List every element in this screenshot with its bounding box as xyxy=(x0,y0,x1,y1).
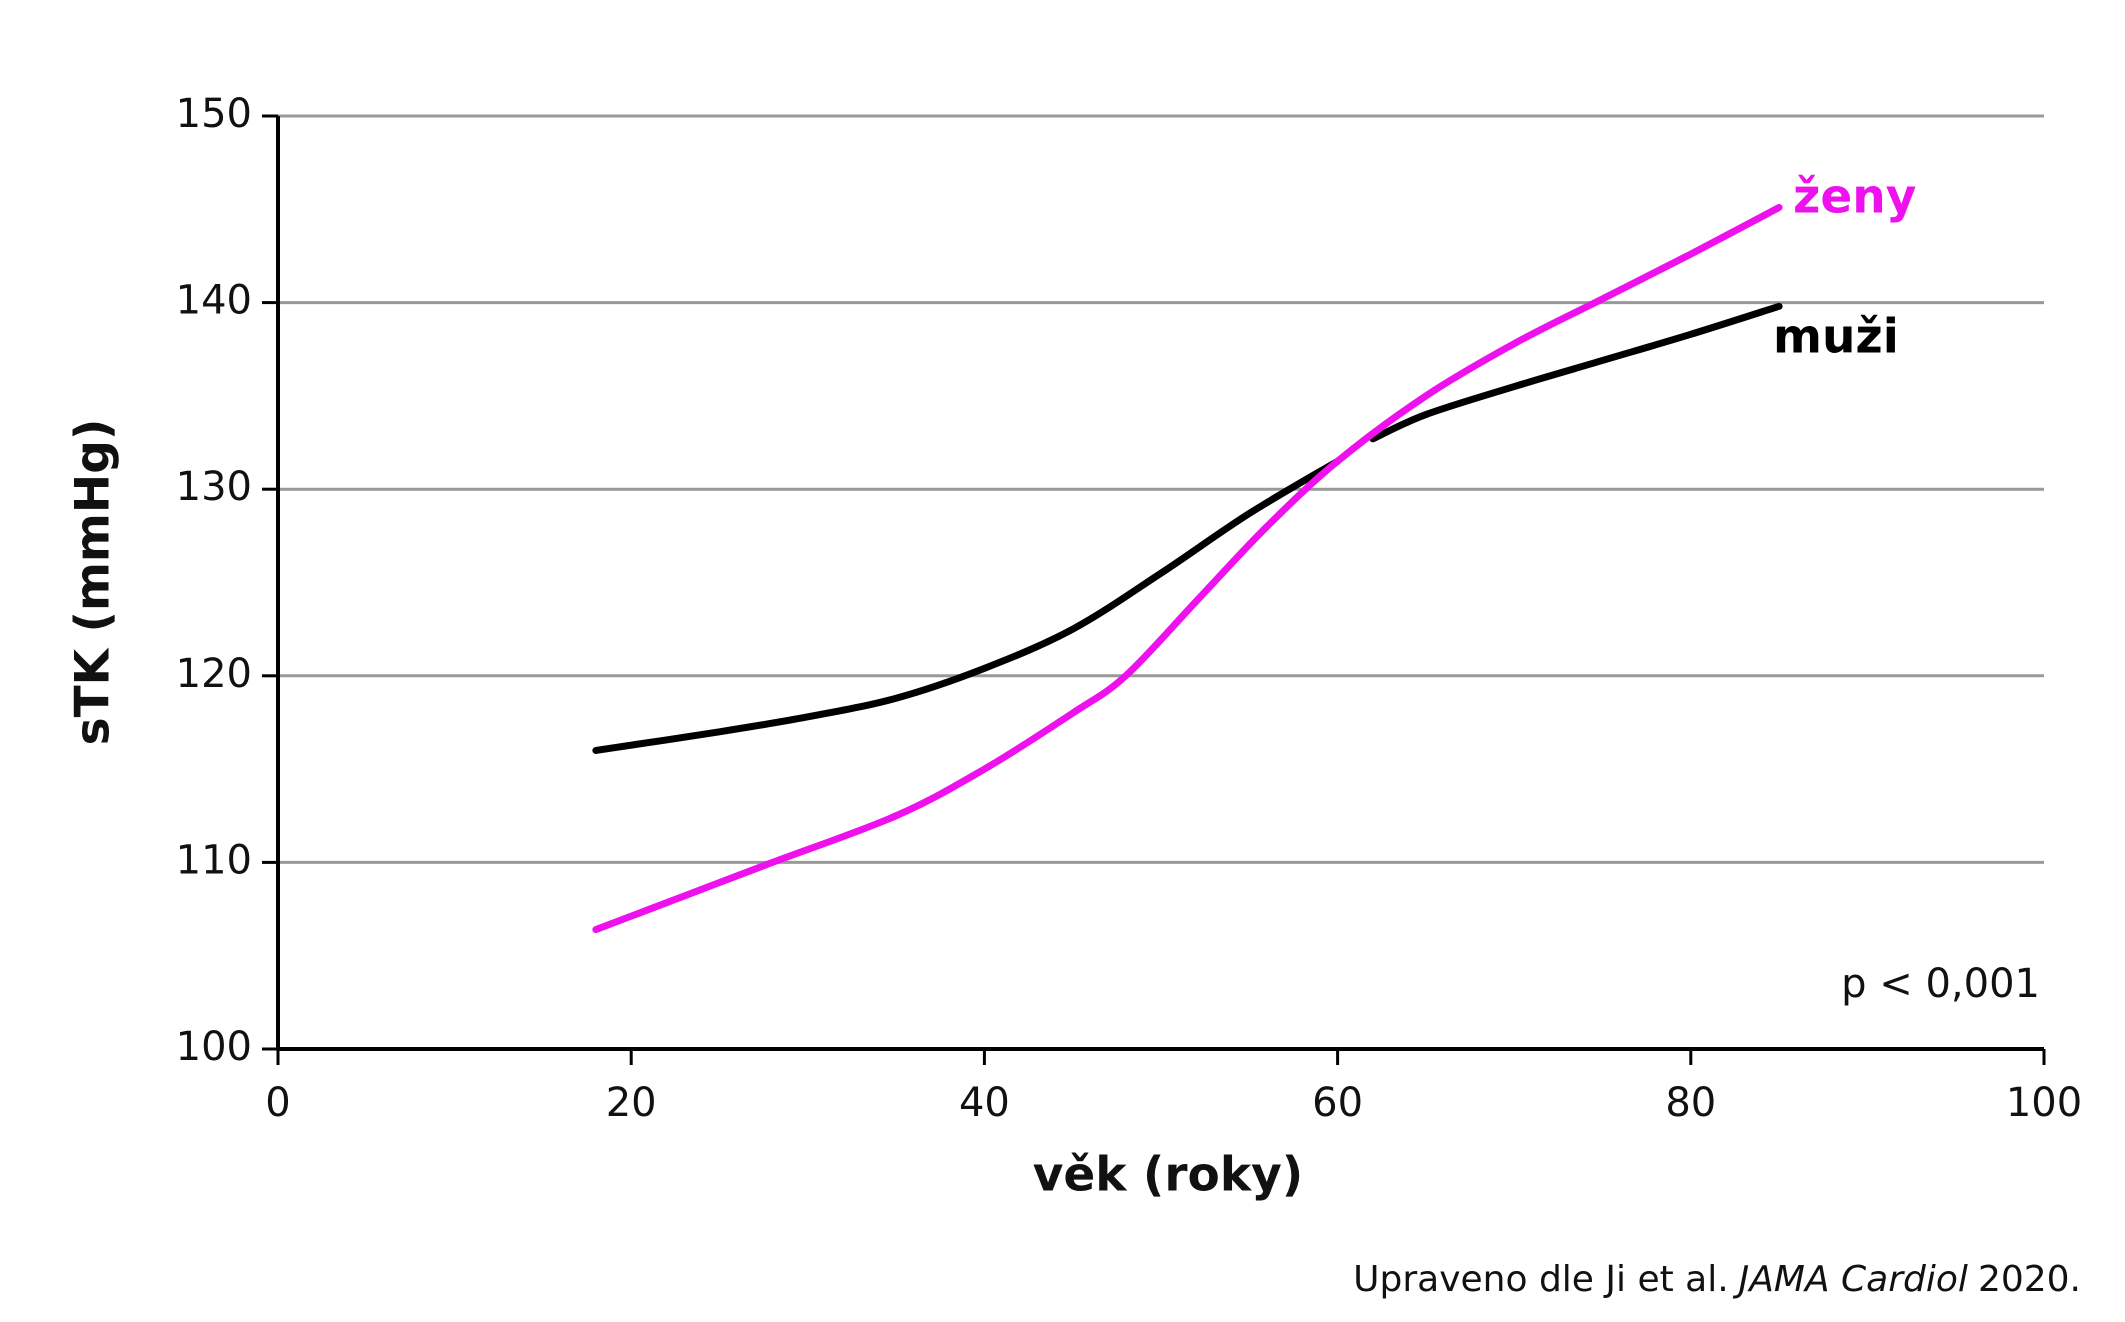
y-tick-label: 130 xyxy=(176,464,252,510)
series-line xyxy=(592,203,1783,934)
x-tick-label: 60 xyxy=(1312,1080,1363,1126)
x-tick-label: 80 xyxy=(1665,1080,1716,1126)
source-journal: JAMA Cardiol xyxy=(1733,1259,1968,1300)
series-label: muži xyxy=(1773,310,1899,365)
source-prefix: Upraveno dle Ji et al. xyxy=(1353,1259,1729,1300)
x-tick-label: 20 xyxy=(606,1080,657,1126)
y-axis-title: sTK (mmHg) xyxy=(66,419,121,746)
series-line xyxy=(592,302,1783,754)
y-tick-label: 120 xyxy=(176,651,252,697)
x-tick-label: 0 xyxy=(265,1080,290,1126)
y-tick-label: 140 xyxy=(176,278,252,324)
y-tick-label: 100 xyxy=(176,1024,252,1070)
series-label: ženy xyxy=(1793,170,1916,225)
x-tick-label: 100 xyxy=(2006,1080,2082,1126)
x-tick-label: 40 xyxy=(959,1080,1010,1126)
source-suffix: 2020. xyxy=(1978,1259,2081,1300)
p-value: p < 0,001 xyxy=(1841,961,2040,1007)
source: Upraveno dle Ji et al. JAMA Cardiol 2020. xyxy=(1353,1259,2081,1300)
x-axis-title: věk (roky) xyxy=(1033,1148,1303,1203)
y-tick-label: 110 xyxy=(176,837,252,883)
y-tick-label: 150 xyxy=(176,91,252,137)
